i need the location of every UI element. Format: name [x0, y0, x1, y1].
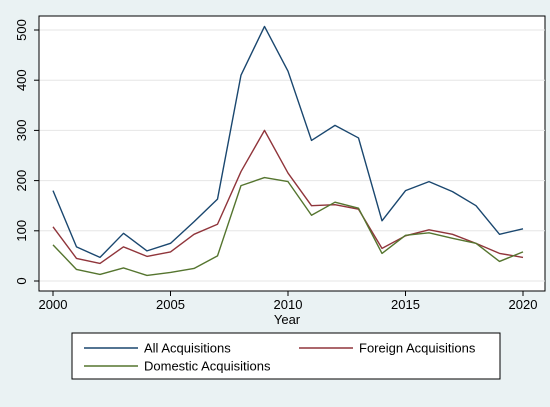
x-tick-label: 2000: [39, 297, 68, 312]
y-tick-label: 0: [14, 277, 29, 284]
legend-label: Foreign Acquisitions: [359, 341, 476, 356]
series-line-foreign-acquisitions: [52, 129, 524, 265]
y-tick-label: 200: [14, 170, 29, 192]
y-tick-label: 300: [14, 120, 29, 142]
y-tick-label: 500: [14, 19, 29, 41]
x-tick-label: 2020: [509, 297, 538, 312]
legend-label: Domestic Acquisitions: [144, 359, 271, 374]
legend: All Acquisitions Foreign Acquisitions Dome…: [71, 332, 501, 380]
y-tick-label: 400: [14, 69, 29, 91]
legend-box: [71, 332, 501, 380]
series-line-domestic-acquisitions: [52, 176, 524, 277]
legend-label: All Acquisitions: [144, 341, 231, 356]
plot-frame: [38, 15, 546, 292]
series-lines: [52, 25, 524, 277]
y-tick-label: 100: [14, 220, 29, 242]
axes: 0 100 200 300 400 500 2000 2005 2010 2015 2020: [14, 16, 545, 312]
x-tick-label: 2015: [391, 297, 420, 312]
gridlines: [39, 29, 545, 282]
x-axis-title: Year: [274, 312, 301, 327]
series-line-all-acquisitions: [52, 25, 524, 259]
x-tick-label: 2010: [274, 297, 303, 312]
x-tick-label: 2005: [156, 297, 185, 312]
